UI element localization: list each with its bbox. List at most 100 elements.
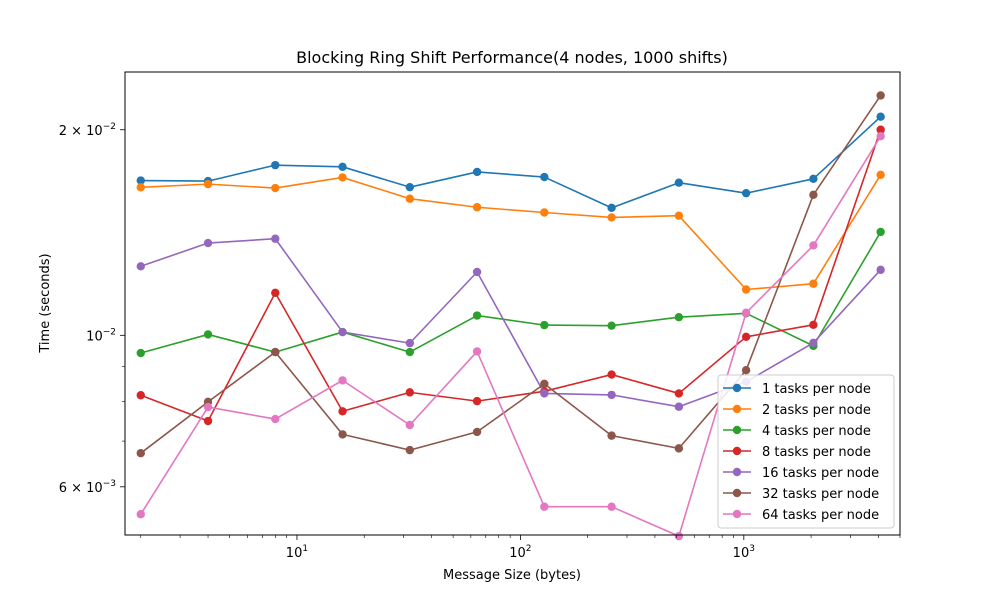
series-line (140, 135, 882, 537)
data-point (203, 416, 213, 426)
data-point (472, 427, 482, 437)
y-axis-label: Time (seconds) (38, 253, 53, 353)
data-point (405, 194, 415, 203)
data-point (741, 308, 751, 317)
legend-label: 8 tasks per node (762, 445, 871, 460)
data-point (271, 347, 280, 357)
data-point (203, 179, 213, 189)
data-point (472, 203, 482, 212)
data-point (741, 366, 751, 375)
data-point (472, 347, 482, 356)
data-point (405, 338, 415, 348)
x-axis-label: Message Size (bytes) (443, 568, 581, 583)
series-line (140, 129, 882, 422)
data-point (607, 203, 616, 213)
data-point (607, 370, 616, 379)
data-point (136, 391, 145, 400)
data-point (674, 402, 684, 411)
data-point (876, 227, 885, 237)
series-4 (136, 125, 885, 426)
data-point (876, 132, 885, 141)
data-point (338, 173, 347, 182)
data-point (136, 348, 145, 358)
data-point (607, 431, 616, 440)
data-point (405, 182, 415, 192)
y-tick-label: 6 × 10−3 (59, 479, 116, 496)
legend-label: 2 tasks per node (762, 403, 871, 418)
legend-label: 4 tasks per node (762, 424, 871, 439)
data-point (876, 265, 885, 275)
data-point (607, 321, 616, 330)
data-point (271, 414, 280, 424)
data-point (809, 338, 818, 348)
data-point (271, 288, 280, 298)
chart-title: Blocking Ring Shift Performance(4 nodes,… (296, 48, 728, 67)
data-point (136, 448, 145, 458)
data-point (674, 178, 684, 187)
data-point (338, 162, 347, 172)
legend-label: 1 tasks per node (762, 382, 871, 397)
data-point (809, 174, 818, 184)
legend-marker (732, 467, 742, 477)
data-point (472, 267, 482, 277)
ticks-layer: 101 102 103 6 × 10−3 10−2 2 × 10−2 (59, 122, 901, 561)
legend-item-2: 2 tasks per node (723, 403, 871, 418)
data-point (741, 285, 751, 294)
data-point (136, 176, 145, 185)
data-point (540, 172, 549, 182)
data-point (338, 430, 347, 439)
data-point (540, 208, 549, 217)
series-6 (136, 91, 885, 458)
data-point (338, 407, 347, 416)
legend-marker (732, 383, 742, 393)
data-point (809, 190, 818, 200)
x-tick-label: 102 (509, 544, 531, 561)
legend-item-6: 32 tasks per node (723, 487, 879, 502)
legend-marker (732, 425, 742, 435)
data-point (607, 390, 616, 400)
data-point (338, 327, 347, 337)
legend-item-5: 16 tasks per node (723, 466, 879, 481)
y-tick-label: 10−2 (86, 327, 116, 344)
series-layer (136, 91, 885, 541)
data-point (405, 420, 415, 430)
data-point (876, 170, 885, 180)
legend-item-3: 4 tasks per node (723, 424, 871, 439)
data-point (405, 445, 415, 455)
legend-frame (717, 374, 895, 529)
series-line (140, 95, 882, 454)
data-point (876, 112, 885, 121)
data-point (472, 396, 482, 406)
data-point (674, 444, 684, 453)
data-point (472, 311, 482, 320)
series-2 (136, 170, 885, 294)
data-point (540, 389, 549, 398)
plot-frame (124, 71, 901, 536)
data-point (876, 125, 885, 134)
series-line (140, 116, 882, 209)
data-point (674, 531, 684, 541)
legend-items: 1 tasks per node 2 tasks per node 4 tasks … (723, 382, 879, 523)
data-point (271, 160, 280, 170)
data-point (741, 332, 751, 341)
data-point (203, 330, 213, 339)
data-point (540, 502, 549, 511)
legend-item-1: 1 tasks per node (723, 382, 871, 397)
data-point (741, 188, 751, 198)
data-point (540, 320, 549, 330)
data-point (674, 389, 684, 398)
series-7 (136, 132, 885, 541)
series-1 (136, 112, 885, 213)
data-point (338, 376, 347, 385)
series-line (140, 231, 882, 354)
legend-marker (732, 404, 742, 414)
data-point (405, 347, 415, 357)
legend-marker (732, 509, 742, 519)
x-tick-label: 101 (286, 544, 308, 561)
legend-marker (732, 488, 742, 498)
data-point (809, 320, 818, 330)
series-line (140, 174, 882, 291)
data-point (809, 241, 818, 250)
legend-label: 16 tasks per node (762, 466, 879, 481)
